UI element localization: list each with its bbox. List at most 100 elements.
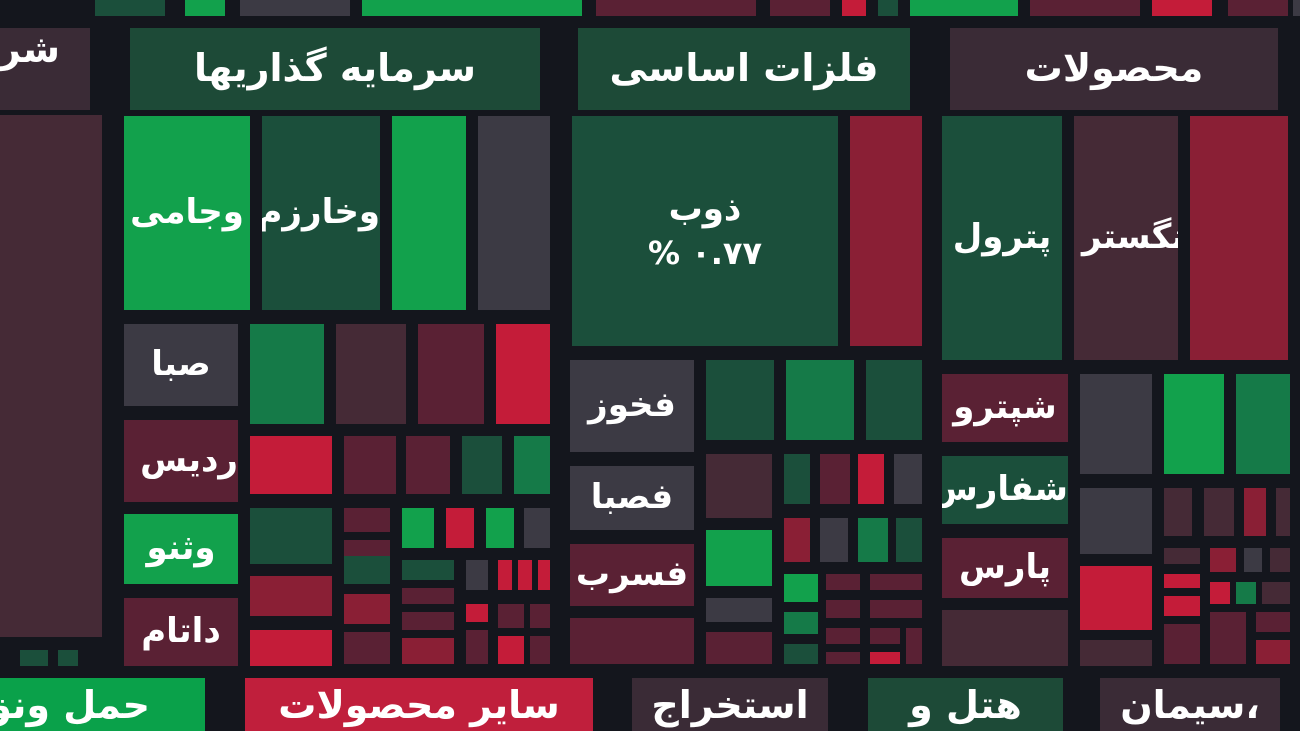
stock-tile[interactable]: [1262, 582, 1290, 604]
stock-tile[interactable]: [344, 508, 390, 532]
stock-tile[interactable]: [1244, 548, 1262, 572]
stock-tile[interactable]: [1164, 374, 1224, 474]
stock-tile[interactable]: وخارزم: [262, 116, 380, 310]
stock-tile[interactable]: [498, 604, 524, 628]
stock-tile[interactable]: [418, 324, 484, 424]
stock-tile[interactable]: [344, 632, 390, 664]
sector-header[interactable]: استخراج: [632, 678, 828, 731]
stock-tile[interactable]: [402, 612, 454, 630]
stock-tile[interactable]: [486, 508, 514, 548]
stock-tile[interactable]: [344, 540, 390, 560]
stock-tile[interactable]: [866, 360, 922, 440]
stock-tile[interactable]: داتام: [124, 598, 238, 666]
stock-tile[interactable]: [784, 644, 818, 664]
stock-tile[interactable]: [498, 636, 524, 664]
stock-tile[interactable]: [826, 600, 860, 618]
top-strip-tile[interactable]: [1152, 0, 1212, 16]
sector-header[interactable]: شرکت: [0, 28, 90, 110]
stock-tile[interactable]: [344, 594, 390, 624]
stock-tile[interactable]: [1210, 612, 1246, 664]
top-strip-tile[interactable]: [95, 0, 165, 16]
stock-tile[interactable]: [466, 604, 488, 622]
stock-tile[interactable]: شپترو: [942, 374, 1068, 442]
top-strip-tile[interactable]: [770, 0, 830, 16]
stock-tile[interactable]: [402, 588, 454, 604]
stock-tile[interactable]: [496, 324, 550, 424]
sector-header[interactable]: حمل ونق: [0, 678, 205, 731]
stock-tile[interactable]: [784, 574, 818, 602]
stock-tile[interactable]: [406, 436, 450, 494]
sector-header[interactable]: هتل و: [868, 678, 1063, 731]
stock-tile[interactable]: شفارس: [942, 456, 1068, 524]
stock-tile[interactable]: [1204, 488, 1234, 536]
stock-tile[interactable]: [1210, 582, 1230, 604]
stock-tile[interactable]: [466, 630, 488, 664]
stock-tile[interactable]: [870, 628, 900, 644]
stock-tile[interactable]: [392, 116, 466, 310]
top-strip-tile[interactable]: [878, 0, 898, 16]
stock-tile[interactable]: [466, 560, 488, 590]
stock-tile[interactable]: [826, 652, 860, 664]
stock-tile[interactable]: [870, 600, 922, 618]
stock-tile[interactable]: [1164, 574, 1200, 588]
stock-tile[interactable]: [530, 604, 550, 628]
stock-tile[interactable]: [250, 576, 332, 616]
stock-tile[interactable]: ذوب % ۰.۷۷: [572, 116, 838, 346]
stock-tile[interactable]: [524, 508, 550, 548]
sector-header[interactable]: سرمایه گذاریها: [130, 28, 540, 110]
stock-tile[interactable]: [784, 518, 810, 562]
stock-tile[interactable]: [820, 454, 850, 504]
stock-tile[interactable]: [344, 436, 396, 494]
stock-tile[interactable]: [402, 508, 434, 548]
stock-tile[interactable]: [870, 652, 900, 664]
sector-header[interactable]: محصولات: [950, 28, 1278, 110]
stock-tile[interactable]: [858, 518, 888, 562]
stock-tile[interactable]: [446, 508, 474, 548]
stock-tile[interactable]: [1244, 488, 1266, 536]
stock-tile[interactable]: نگستر: [1074, 116, 1178, 360]
stock-tile[interactable]: [942, 610, 1068, 666]
top-strip-tile[interactable]: [240, 0, 350, 16]
stock-tile[interactable]: [1236, 582, 1256, 604]
stock-tile[interactable]: [784, 612, 818, 634]
stock-tile[interactable]: [1164, 548, 1200, 564]
sector-header[interactable]: سایر محصولات: [245, 678, 593, 731]
stock-tile[interactable]: [850, 116, 922, 346]
stock-tile[interactable]: [462, 436, 502, 494]
stock-tile[interactable]: [1080, 640, 1152, 666]
stock-tile[interactable]: [894, 454, 922, 504]
stock-tile[interactable]: [1080, 566, 1152, 630]
stock-tile[interactable]: [820, 518, 848, 562]
stock-tile[interactable]: وجامی: [124, 116, 250, 310]
stock-tile[interactable]: [896, 518, 922, 562]
stock-tile[interactable]: [344, 556, 390, 584]
top-strip-tile[interactable]: [362, 0, 582, 16]
stock-tile[interactable]: [858, 454, 884, 504]
stock-tile[interactable]: [250, 436, 332, 494]
top-strip-tile[interactable]: [842, 0, 866, 16]
stock-tile[interactable]: [1164, 488, 1192, 536]
sector-header[interactable]: فلزات اساسی: [578, 28, 910, 110]
stock-tile[interactable]: [826, 574, 860, 590]
stock-tile[interactable]: [1256, 612, 1290, 632]
stock-tile[interactable]: [538, 560, 550, 590]
stock-tile[interactable]: [530, 636, 550, 664]
stock-tile[interactable]: [498, 560, 512, 590]
stock-tile[interactable]: [784, 454, 810, 504]
stock-tile[interactable]: [706, 632, 772, 664]
stock-tile[interactable]: [706, 530, 772, 586]
stock-tile[interactable]: [514, 436, 550, 494]
top-strip-tile[interactable]: [1228, 0, 1288, 16]
stock-tile[interactable]: فصبا: [570, 466, 694, 530]
stock-tile[interactable]: [1210, 548, 1236, 572]
stock-tile[interactable]: [1190, 116, 1288, 360]
stock-tile[interactable]: [706, 598, 772, 622]
top-strip-tile[interactable]: [1030, 0, 1140, 16]
stock-tile[interactable]: [1256, 640, 1290, 664]
top-strip-tile[interactable]: [185, 0, 225, 16]
stock-tile[interactable]: [478, 116, 550, 310]
stock-tile[interactable]: [870, 574, 922, 590]
stock-tile[interactable]: [786, 360, 854, 440]
stock-tile[interactable]: پترول: [942, 116, 1062, 360]
stock-tile[interactable]: فخوز: [570, 360, 694, 452]
